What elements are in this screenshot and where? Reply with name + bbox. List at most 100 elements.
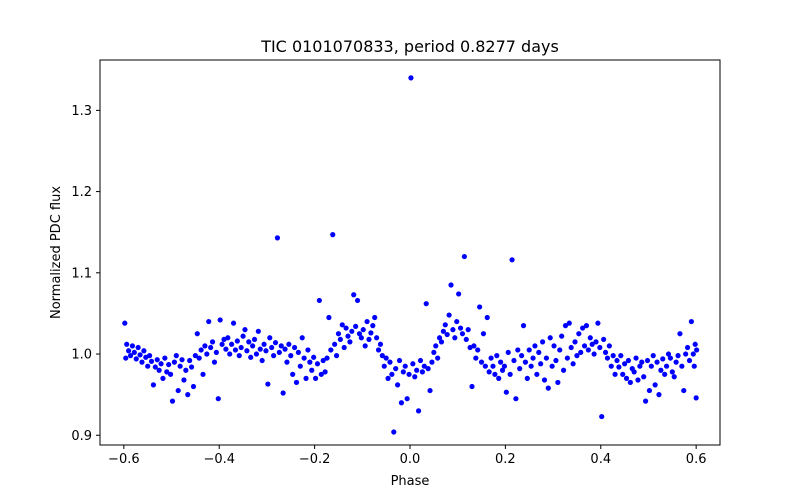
data-point bbox=[404, 396, 410, 402]
data-point bbox=[559, 333, 565, 339]
data-point bbox=[442, 322, 448, 328]
data-point bbox=[166, 361, 172, 368]
data-point bbox=[574, 353, 580, 359]
data-point bbox=[656, 392, 662, 398]
data-point bbox=[650, 353, 656, 359]
data-point bbox=[333, 353, 340, 359]
data-point bbox=[198, 347, 204, 353]
data-point bbox=[507, 371, 513, 377]
data-point bbox=[646, 387, 653, 394]
data-point bbox=[671, 374, 677, 380]
data-point bbox=[393, 366, 399, 372]
data-point bbox=[303, 375, 309, 381]
data-point bbox=[618, 353, 624, 359]
data-point bbox=[135, 344, 141, 351]
data-point bbox=[158, 361, 164, 367]
data-point bbox=[208, 344, 214, 351]
data-point bbox=[322, 369, 328, 375]
data-point bbox=[658, 367, 664, 373]
data-point bbox=[320, 357, 326, 364]
data-point bbox=[356, 331, 363, 337]
data-point bbox=[457, 325, 464, 331]
data-point bbox=[539, 339, 546, 345]
data-point bbox=[196, 355, 202, 361]
data-point bbox=[675, 353, 681, 359]
data-point bbox=[602, 349, 609, 356]
data-point bbox=[606, 343, 612, 349]
data-point bbox=[480, 331, 487, 337]
data-point bbox=[223, 346, 229, 352]
data-point bbox=[620, 371, 626, 377]
data-point bbox=[471, 343, 477, 349]
data-point bbox=[127, 353, 134, 359]
data-point bbox=[610, 353, 616, 359]
data-point bbox=[307, 359, 313, 365]
data-point bbox=[190, 383, 197, 390]
data-point bbox=[519, 353, 525, 359]
data-point bbox=[152, 364, 158, 370]
data-point bbox=[217, 317, 223, 323]
data-point bbox=[686, 357, 693, 364]
data-point bbox=[663, 363, 670, 369]
data-point bbox=[383, 355, 389, 361]
data-point bbox=[202, 343, 208, 349]
data-point bbox=[553, 357, 559, 364]
data-point bbox=[448, 282, 454, 288]
data-point bbox=[591, 351, 597, 357]
data-point bbox=[123, 355, 129, 361]
data-point bbox=[246, 339, 252, 345]
y-axis-ticks: 0.9 1.0 1.1 1.2 1.3 bbox=[71, 104, 100, 444]
x-tick-label: 0.2 bbox=[495, 452, 516, 467]
y-tick-label: 1.0 bbox=[71, 348, 92, 363]
data-point bbox=[644, 357, 651, 364]
data-point bbox=[501, 363, 508, 369]
data-point bbox=[520, 323, 527, 329]
data-point bbox=[229, 341, 235, 347]
data-point bbox=[297, 363, 303, 369]
y-tick-label: 0.9 bbox=[71, 429, 92, 444]
data-point bbox=[177, 363, 183, 369]
data-point bbox=[364, 318, 370, 325]
data-point bbox=[456, 291, 462, 297]
data-point bbox=[423, 301, 429, 307]
data-point bbox=[194, 331, 200, 337]
data-point bbox=[566, 320, 572, 326]
data-point bbox=[572, 339, 578, 345]
x-tick-label: −0.6 bbox=[108, 452, 140, 467]
data-point bbox=[133, 356, 139, 362]
data-point bbox=[551, 343, 557, 349]
data-point bbox=[274, 235, 281, 241]
data-point bbox=[587, 335, 593, 341]
data-point bbox=[314, 361, 321, 367]
data-point bbox=[148, 358, 155, 364]
data-point bbox=[332, 341, 338, 347]
x-axis-ticks: −0.6 −0.4 −0.2 0.0 0.2 0.4 0.6 bbox=[108, 445, 706, 467]
data-point bbox=[515, 347, 521, 353]
data-point bbox=[368, 330, 374, 336]
data-point bbox=[524, 375, 530, 381]
data-point bbox=[234, 338, 240, 344]
data-point bbox=[648, 363, 654, 369]
data-point bbox=[614, 357, 620, 364]
data-point bbox=[435, 355, 441, 361]
data-point bbox=[129, 343, 136, 349]
data-point bbox=[635, 377, 641, 383]
data-point bbox=[530, 355, 536, 361]
data-point bbox=[192, 353, 198, 359]
data-point bbox=[541, 377, 548, 383]
data-point bbox=[465, 327, 471, 333]
data-point bbox=[616, 364, 622, 370]
data-point bbox=[593, 339, 599, 345]
data-point bbox=[526, 347, 532, 353]
data-point bbox=[578, 349, 584, 356]
data-point bbox=[509, 257, 515, 263]
data-point bbox=[557, 347, 563, 353]
data-point bbox=[410, 361, 416, 367]
data-point bbox=[360, 327, 366, 333]
chart-title: TIC 0101070833, period 0.8277 days bbox=[260, 37, 559, 56]
data-point bbox=[343, 325, 349, 331]
data-point bbox=[225, 335, 231, 341]
data-point bbox=[660, 356, 666, 362]
data-point bbox=[280, 390, 286, 396]
